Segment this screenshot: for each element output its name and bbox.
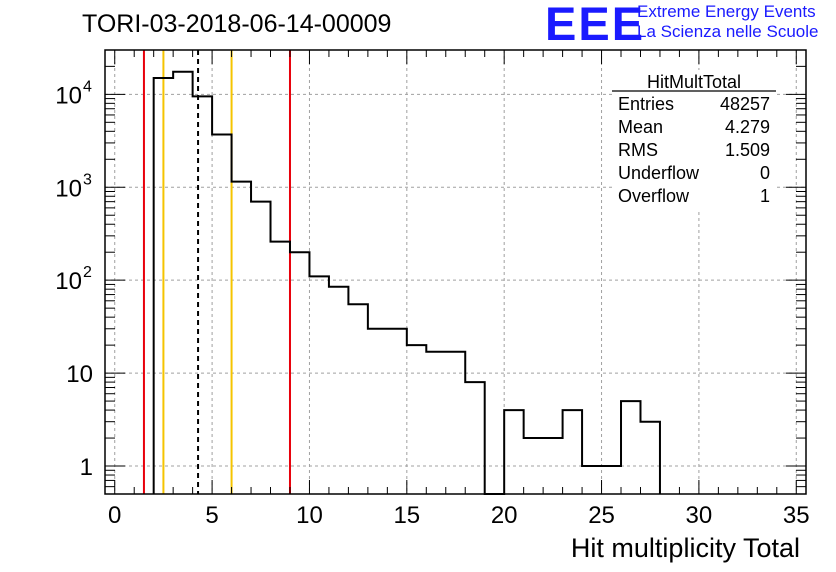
- histogram-bin: [232, 182, 251, 494]
- histogram-bin: [582, 466, 601, 494]
- x-axis-label: Hit multiplicity Total: [570, 533, 800, 563]
- stats-row-label: Mean: [618, 117, 663, 137]
- y-tick-label: 10: [55, 82, 82, 109]
- x-tick-label: 20: [491, 502, 518, 529]
- histogram-bin: [348, 304, 367, 494]
- y-tick-exponent: 3: [83, 171, 92, 188]
- stats-box-bg: [612, 70, 776, 210]
- histogram-bin: [212, 134, 231, 494]
- histogram-bin: [465, 382, 484, 494]
- histogram-outline: [152, 70, 661, 495]
- marker-lines: [142, 50, 291, 494]
- histogram-bin: [309, 276, 328, 494]
- x-tick-label: 25: [588, 502, 615, 529]
- y-tick-exponent: 4: [83, 78, 92, 95]
- stats-row-value: 4.279: [725, 117, 770, 137]
- histogram-bin: [290, 252, 309, 494]
- y-tick-exponent: 2: [83, 264, 92, 281]
- histogram-bin: [524, 438, 543, 494]
- histogram-bin: [426, 352, 445, 494]
- histogram-bin: [193, 96, 212, 494]
- x-tick-label: 30: [686, 502, 713, 529]
- histogram-bin: [329, 287, 348, 494]
- histogram-layer: [152, 70, 661, 495]
- stats-row-value: 48257: [720, 94, 770, 114]
- histogram-bin: [640, 422, 659, 494]
- stats-row-label: Underflow: [618, 163, 700, 183]
- x-tick-label: 0: [108, 502, 121, 529]
- frame-layer: [104, 49, 807, 495]
- histogram-bin: [621, 401, 640, 494]
- logo-text-line1: Extreme Energy Events: [637, 2, 816, 21]
- stats-row-label: RMS: [618, 140, 658, 160]
- histogram-bin: [251, 202, 270, 494]
- histogram-bin: [407, 345, 426, 494]
- axis-ticks: [105, 49, 806, 495]
- histogram-bin: [154, 78, 173, 494]
- histogram-bin: [173, 72, 192, 494]
- eee-logo: EEE: [545, 0, 646, 50]
- histogram-bin: [543, 438, 562, 494]
- histogram-bin: [387, 329, 406, 494]
- stats-title: HitMultTotal: [647, 72, 741, 92]
- y-tick-label: 10: [66, 361, 93, 388]
- stats-row-value: 1: [760, 186, 770, 206]
- histogram-bin: [368, 329, 387, 494]
- y-tick-label: 10: [55, 175, 82, 202]
- histogram-bin: [602, 466, 621, 494]
- histogram-bin: [504, 410, 523, 494]
- histogram-bin: [563, 410, 582, 494]
- stats-row-value: 1.509: [725, 140, 770, 160]
- x-tick-label: 10: [296, 502, 323, 529]
- x-tick-label: 5: [205, 502, 218, 529]
- y-tick-label: 10: [55, 268, 82, 295]
- run-title: TORI-03-2018-06-14-00009: [82, 10, 392, 38]
- stats-row-label: Entries: [618, 94, 674, 114]
- logo-text-line2: La Scienza nelle Scuole: [637, 22, 819, 41]
- plot-frame: [104, 49, 807, 495]
- stats-row-value: 0: [760, 163, 770, 183]
- stats-row-label: Overflow: [618, 186, 690, 206]
- x-tick-label: 15: [393, 502, 420, 529]
- histogram-bin: [271, 242, 290, 494]
- y-tick-label: 1: [80, 454, 93, 481]
- histogram-bin: [446, 352, 465, 494]
- x-tick-label: 35: [783, 502, 810, 529]
